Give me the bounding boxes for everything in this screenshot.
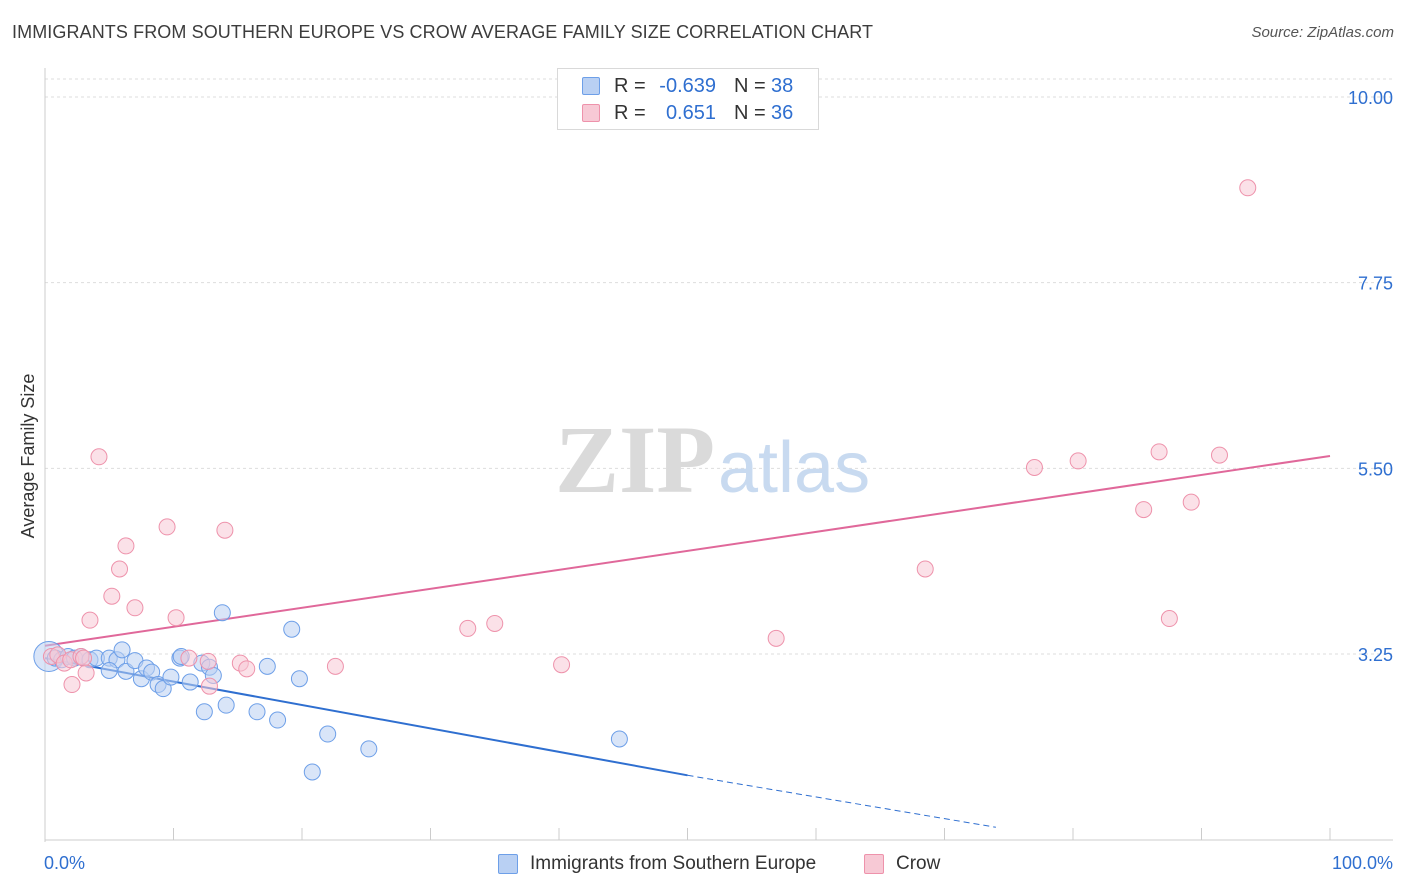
legend-swatch-blue [582,77,600,95]
data-point [1069,452,1087,470]
axis-labels: Average Family Size 0.0% 100.0% 3.25 5.50… [18,88,1393,873]
y-tick-label: 3.25 [1358,645,1393,665]
data-point [75,649,93,667]
trend-line-extension-0 [687,774,996,828]
data-point [158,518,176,536]
data-point [217,696,235,714]
data-point [767,629,785,647]
data-point [213,604,231,622]
data-point [100,662,118,680]
data-point [180,649,198,667]
legend-n-label: N = [734,102,766,124]
legend-n-value: 38 [771,75,794,97]
data-point [111,560,129,578]
data-point [90,448,108,466]
data-point [81,611,99,629]
data-point [238,660,256,678]
data-point [1025,459,1043,477]
data-point [1135,501,1153,519]
data-point [126,599,144,617]
legend-swatch-pink [582,104,600,122]
data-points [33,179,1257,781]
data-point [610,730,628,748]
data-point [269,711,287,729]
chart-title: IMMIGRANTS FROM SOUTHERN EUROPE VS CROW … [12,22,874,42]
x-tick-label-right: 100.0% [1332,853,1393,873]
legend-r-label: R = [614,75,646,97]
legend-r-value: -0.639 [659,75,716,97]
data-point [63,676,81,694]
trend-line-1 [44,454,1331,647]
x-tick-label-left: 0.0% [44,853,85,873]
data-point [200,677,218,695]
data-point [248,703,266,721]
data-point [1160,610,1178,628]
watermark-zip: ZIP [555,406,715,513]
legend-r-label: R = [614,102,646,124]
watermark-atlas: atlas [718,428,870,508]
data-point [117,537,135,555]
data-point [486,614,504,632]
legend-n-value: 36 [771,102,794,124]
data-point [1150,443,1168,461]
data-point [103,587,121,605]
data-point [167,609,185,627]
data-point [290,670,308,688]
data-point [1239,179,1257,197]
axes [44,68,1393,842]
data-point [199,652,217,670]
y-tick-label: 10.00 [1348,88,1393,108]
data-point [162,668,180,686]
data-point [283,620,301,638]
chart-source: Source: ZipAtlas.com [1251,24,1394,41]
y-axis-label: Average Family Size [18,374,38,539]
data-point [1182,493,1200,511]
legend-r-value: 0.651 [665,102,716,124]
data-point [113,641,131,659]
data-point [916,560,934,578]
watermark: ZIP atlas [555,406,870,513]
bottom-legend-label: Immigrants from Southern Europe [530,853,817,874]
bottom-legend-label: Crow [896,853,941,874]
y-tick-label: 5.50 [1358,459,1393,479]
data-point [216,521,234,539]
data-point [181,673,199,691]
data-point [77,664,95,682]
data-point [303,763,321,781]
data-point [1210,446,1228,464]
legend: R = -0.639 N = 38 R = 0.651 N = 36 [557,68,819,130]
legend-row-southern-europe: R = -0.639 N = 38 [558,74,818,100]
data-point [319,725,337,743]
data-point [326,657,344,675]
data-point [195,703,213,721]
grid-lines [45,78,1393,655]
legend-row-crow: R = 0.651 N = 36 [558,101,818,127]
data-point [360,740,378,758]
bottom-legend-swatch-blue [498,854,518,874]
y-tick-label: 7.75 [1358,274,1393,294]
data-point [459,619,477,637]
bottom-legend-swatch-pink [864,854,884,874]
legend-n-label: N = [734,75,766,97]
data-point [258,657,276,675]
data-point [553,656,571,674]
